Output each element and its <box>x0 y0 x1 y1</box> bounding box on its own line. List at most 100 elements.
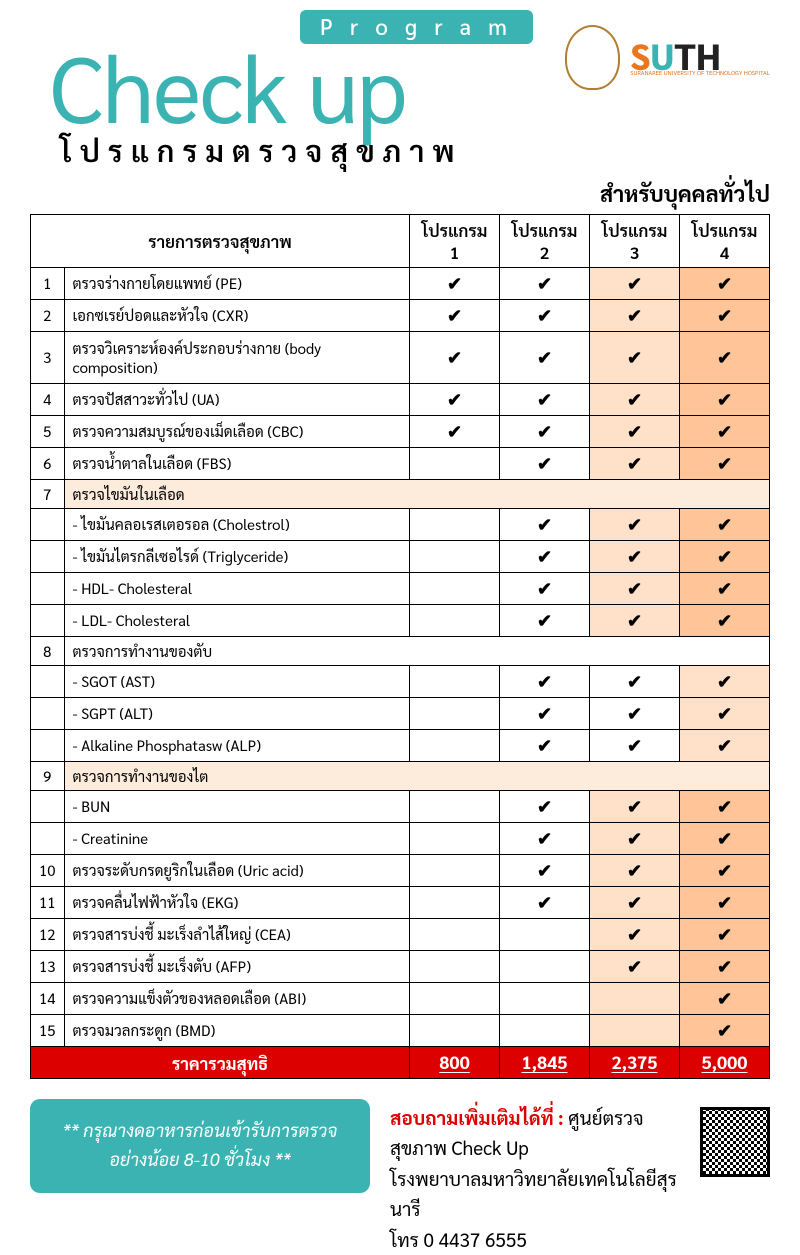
check-icon <box>717 734 732 757</box>
table-row: 6ตรวจน้ำตาลในเลือด (FBS) <box>31 448 770 480</box>
logo-u: U <box>650 38 674 74</box>
item-label: ตรวจปัสสาวะทั่วไป (UA) <box>64 384 409 416</box>
sub-item-label: - ไขมันคลอเรสเตอรอล (Cholestrol) <box>64 509 409 541</box>
check-cell <box>680 448 770 480</box>
check-icon <box>717 304 732 327</box>
check-cell <box>410 1015 500 1047</box>
sub-item-label: - LDL- Cholesteral <box>64 605 409 637</box>
check-cell <box>410 919 500 951</box>
row-number <box>31 573 65 605</box>
check-cell <box>500 332 590 384</box>
check-icon <box>627 891 642 914</box>
check-cell <box>500 666 590 698</box>
row-number: 3 <box>31 332 65 384</box>
table-row: 7ตรวจไขมันในเลือด <box>31 480 770 509</box>
check-cell <box>590 855 680 887</box>
check-icon <box>537 346 552 369</box>
check-cell <box>500 1015 590 1047</box>
check-icon <box>537 827 552 850</box>
row-number <box>31 730 65 762</box>
check-icon <box>627 346 642 369</box>
fasting-line-1: ** กรุณางดอาหารก่อนเข้ารับการตรวจ <box>48 1117 352 1146</box>
table-header-row: รายการตรวจสุขภาพ โปรแกรม 1 โปรแกรม 2 โปร… <box>31 215 770 268</box>
check-icon <box>447 304 462 327</box>
row-number <box>31 823 65 855</box>
check-cell <box>410 268 500 300</box>
fasting-note: ** กรุณางดอาหารก่อนเข้ารับการตรวจ อย่างน… <box>30 1099 370 1193</box>
price-4: 5,000 <box>680 1047 770 1079</box>
check-cell <box>410 300 500 332</box>
item-label: ตรวจน้ำตาลในเลือด (FBS) <box>64 448 409 480</box>
check-cell <box>500 384 590 416</box>
check-icon <box>537 859 552 882</box>
check-icon <box>627 304 642 327</box>
check-cell <box>410 730 500 762</box>
sub-item-label: - Alkaline Phosphatasw (ALP) <box>64 730 409 762</box>
row-number: 9 <box>31 762 65 791</box>
check-icon <box>537 452 552 475</box>
check-icon <box>537 304 552 327</box>
check-cell <box>410 384 500 416</box>
check-cell <box>500 448 590 480</box>
check-cell <box>590 300 680 332</box>
check-cell <box>680 855 770 887</box>
price-row: ราคารวมสุทธิ 800 1,845 2,375 5,000 <box>31 1047 770 1079</box>
check-cell <box>500 983 590 1015</box>
check-cell <box>500 791 590 823</box>
check-cell <box>590 823 680 855</box>
table-row: 5ตรวจความสมบูรณ์ของเม็ดเลือด (CBC) <box>31 416 770 448</box>
table-row: 13ตรวจสารบ่งชี้ มะเร็งตับ (AFP) <box>31 951 770 983</box>
check-cell <box>680 268 770 300</box>
group-label: ตรวจการทำงานของไต <box>64 762 769 791</box>
check-cell <box>680 823 770 855</box>
check-cell <box>590 698 680 730</box>
check-icon <box>447 420 462 443</box>
subtitle: โปรแกรมตรวจสุขภาพ <box>60 130 800 169</box>
check-cell <box>680 332 770 384</box>
check-icon <box>537 609 552 632</box>
check-cell <box>500 573 590 605</box>
row-number <box>31 791 65 823</box>
check-cell <box>500 919 590 951</box>
check-cell <box>500 823 590 855</box>
contact-hospital: โรงพยาบาลมหาวิทยาลัยเทคโนโลยีสุรนารี <box>390 1164 680 1225</box>
check-cell <box>680 983 770 1015</box>
item-label: เอกซเรย์ปอดและหัวใจ (CXR) <box>64 300 409 332</box>
table-row: - ไขมันไตรกลีเซอไรด์ (Triglyceride) <box>31 541 770 573</box>
check-icon <box>447 346 462 369</box>
check-cell <box>680 300 770 332</box>
check-cell <box>500 887 590 919</box>
check-icon <box>717 827 732 850</box>
check-cell <box>680 666 770 698</box>
item-label: ตรวจระดับกรดยูริกในเลือด (Uric acid) <box>64 855 409 887</box>
check-cell <box>410 983 500 1015</box>
check-icon <box>627 577 642 600</box>
check-icon <box>537 545 552 568</box>
check-cell <box>410 541 500 573</box>
check-icon <box>717 577 732 600</box>
check-cell <box>590 573 680 605</box>
row-number: 6 <box>31 448 65 480</box>
check-icon <box>717 955 732 978</box>
footer: ** กรุณางดอาหารก่อนเข้ารับการตรวจ อย่างน… <box>0 1099 800 1255</box>
sub-item-label: - BUN <box>64 791 409 823</box>
logo-sub: SURANAREE UNIVERSITY OF TECHNOLOGY HOSPI… <box>630 70 770 77</box>
check-icon <box>717 670 732 693</box>
check-icon <box>537 513 552 536</box>
item-label: ตรวจคลื่นไฟฟ้าหัวใจ (EKG) <box>64 887 409 919</box>
audience-label: สำหรับบุคคลทั่วไป <box>0 180 800 208</box>
check-cell <box>590 605 680 637</box>
price-label: ราคารวมสุทธิ <box>31 1047 410 1079</box>
row-number <box>31 666 65 698</box>
check-cell <box>680 605 770 637</box>
price-2: 1,845 <box>500 1047 590 1079</box>
check-cell <box>590 332 680 384</box>
check-icon <box>627 734 642 757</box>
sub-item-label: - SGPT (ALT) <box>64 698 409 730</box>
check-cell <box>500 300 590 332</box>
check-icon <box>717 1019 732 1042</box>
check-icon <box>627 513 642 536</box>
price-3: 2,375 <box>590 1047 680 1079</box>
check-cell <box>410 951 500 983</box>
check-icon <box>717 795 732 818</box>
